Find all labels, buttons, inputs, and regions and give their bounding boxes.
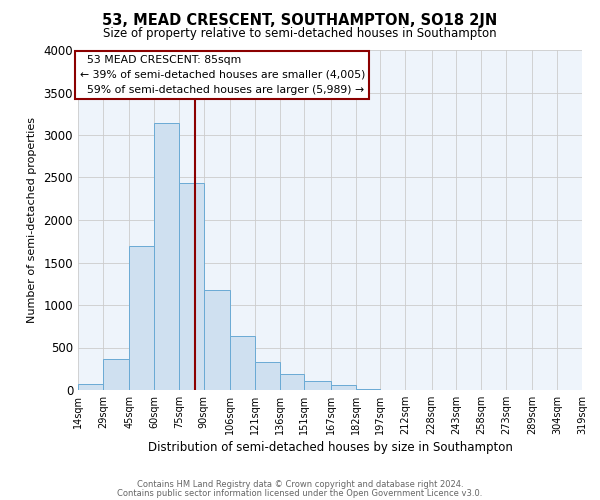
Bar <box>356 389 380 390</box>
Text: 53, MEAD CRESCENT, SOUTHAMPTON, SO18 2JN: 53, MEAD CRESCENT, SOUTHAMPTON, SO18 2JN <box>103 12 497 28</box>
Text: Contains public sector information licensed under the Open Government Licence v3: Contains public sector information licen… <box>118 488 482 498</box>
Bar <box>154 122 179 390</box>
Bar <box>103 359 129 390</box>
Y-axis label: Number of semi-detached properties: Number of semi-detached properties <box>26 117 37 323</box>
Bar <box>230 336 255 390</box>
Bar <box>203 290 230 390</box>
Bar <box>331 386 356 390</box>
Bar <box>280 374 304 390</box>
Text: 53 MEAD CRESCENT: 85sqm
← 39% of semi-detached houses are smaller (4,005)
  59% : 53 MEAD CRESCENT: 85sqm ← 39% of semi-de… <box>80 55 365 94</box>
Bar <box>304 380 331 390</box>
Text: Contains HM Land Registry data © Crown copyright and database right 2024.: Contains HM Land Registry data © Crown c… <box>137 480 463 489</box>
Bar <box>255 362 280 390</box>
Bar <box>78 384 103 390</box>
X-axis label: Distribution of semi-detached houses by size in Southampton: Distribution of semi-detached houses by … <box>148 441 512 454</box>
Bar <box>129 246 154 390</box>
Text: Size of property relative to semi-detached houses in Southampton: Size of property relative to semi-detach… <box>103 28 497 40</box>
Bar <box>179 183 203 390</box>
